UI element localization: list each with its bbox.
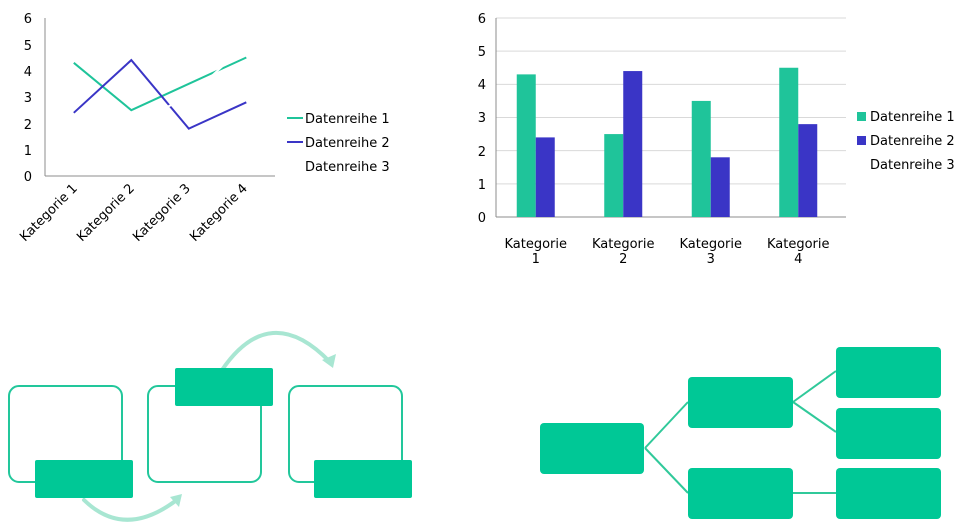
legend-swatch-series-2 [857, 136, 866, 145]
connector-mid-top [792, 370, 837, 403]
bar-y-tick: 4 [478, 78, 486, 93]
connector-mid-bottom [792, 401, 837, 433]
line-y-tick: 5 [24, 39, 32, 54]
legend-label-series-3: Datenreihe 3 [870, 158, 955, 173]
line-chart-y-tick-labels: 0 1 2 3 4 5 6 [24, 12, 32, 185]
line-y-tick: 3 [24, 91, 32, 106]
bar-category-label: Kategorie 4 [767, 237, 830, 267]
connector-root-lower [644, 447, 689, 494]
hierarchy-node-level3-middle [836, 408, 941, 459]
bar-y-tick: 6 [478, 12, 486, 27]
bar-series-2 [535, 137, 555, 217]
line-chart-category-labels: Kategorie 1 Kategorie 2 Kategorie 3 Kate… [17, 181, 251, 245]
line-series-1 [73, 56, 247, 112]
line-y-tick: 1 [24, 144, 32, 159]
hierarchy-node-level2-lower [688, 468, 793, 519]
bar-chart-legend: Datenreihe 1 Datenreihe 2 Datenreihe 3 [857, 110, 955, 173]
bar-category-label: Kategorie 1 [504, 237, 567, 267]
cycle-arrowhead-top [322, 354, 336, 368]
bar-y-tick: 1 [478, 178, 486, 193]
legend-label-series-2: Datenreihe 2 [870, 134, 955, 149]
cycle-diagram [8, 330, 412, 522]
cycle-label-box-1 [35, 460, 133, 498]
hierarchy-node-level3-top [836, 347, 941, 398]
cycle-arrowhead-bottom [170, 494, 182, 507]
bar-series-2 [798, 124, 818, 217]
bar-series-1 [604, 134, 624, 217]
line-category-label: Kategorie 3 [130, 181, 194, 245]
bar-chart-category-labels: Kategorie 1 Kategorie 2 Kategorie 3 Kategorie 4 [504, 237, 829, 267]
legend-label-series-1: Datenreihe 1 [305, 112, 390, 127]
line-y-tick: 4 [24, 65, 32, 80]
hierarchy-connectors [644, 370, 837, 494]
bar-series-1 [516, 74, 536, 217]
cycle-label-box-2 [175, 368, 273, 406]
bar-y-tick: 0 [478, 211, 486, 226]
bar-category-label: Kategorie 3 [679, 237, 742, 267]
bar-series-2 [623, 71, 643, 217]
line-y-tick: 0 [24, 170, 32, 185]
legend-label-series-2: Datenreihe 2 [305, 136, 390, 151]
hierarchy-node-level2-upper [688, 377, 793, 428]
cycle-arrow-bottom [82, 497, 180, 522]
bar-chart-y-tick-labels: 0 1 2 3 4 5 6 [478, 12, 486, 226]
hierarchy-root-node [540, 423, 644, 474]
line-chart-legend: Datenreihe 1 Datenreihe 2 Datenreihe 3 [287, 112, 390, 175]
cycle-arrow-top [220, 330, 332, 372]
line-category-label: Kategorie 2 [74, 181, 138, 245]
line-y-tick: 2 [24, 118, 32, 133]
bar-y-tick: 3 [478, 111, 486, 126]
legend-swatch-series-3 [857, 160, 866, 169]
bar-series-1 [691, 100, 711, 217]
bar-y-tick: 5 [478, 45, 486, 60]
line-series-2 [73, 58, 247, 130]
line-category-label: Kategorie 1 [17, 181, 81, 245]
bar-category-label: Kategorie 2 [592, 237, 655, 267]
bar-series-layer [516, 67, 818, 217]
hierarchy-node-level3-bottom [836, 468, 941, 519]
legend-label-series-3: Datenreihe 3 [305, 160, 390, 175]
line-category-label: Kategorie 4 [187, 181, 251, 245]
bar-y-tick: 2 [478, 145, 486, 160]
bar-series-1 [779, 67, 799, 217]
legend-label-series-1: Datenreihe 1 [870, 110, 955, 125]
connector-root-upper [644, 401, 689, 449]
cycle-label-box-3 [314, 460, 412, 498]
line-y-tick: 6 [24, 12, 32, 27]
line-series-layer [73, 43, 247, 130]
legend-swatch-series-1 [857, 112, 866, 121]
hierarchy-diagram [540, 347, 941, 519]
line-series-3 [73, 43, 247, 125]
line-chart: 0 1 2 3 4 5 6 Kategorie 1 Kategorie 2 Ka… [17, 12, 389, 245]
bar-series-2 [710, 157, 730, 217]
